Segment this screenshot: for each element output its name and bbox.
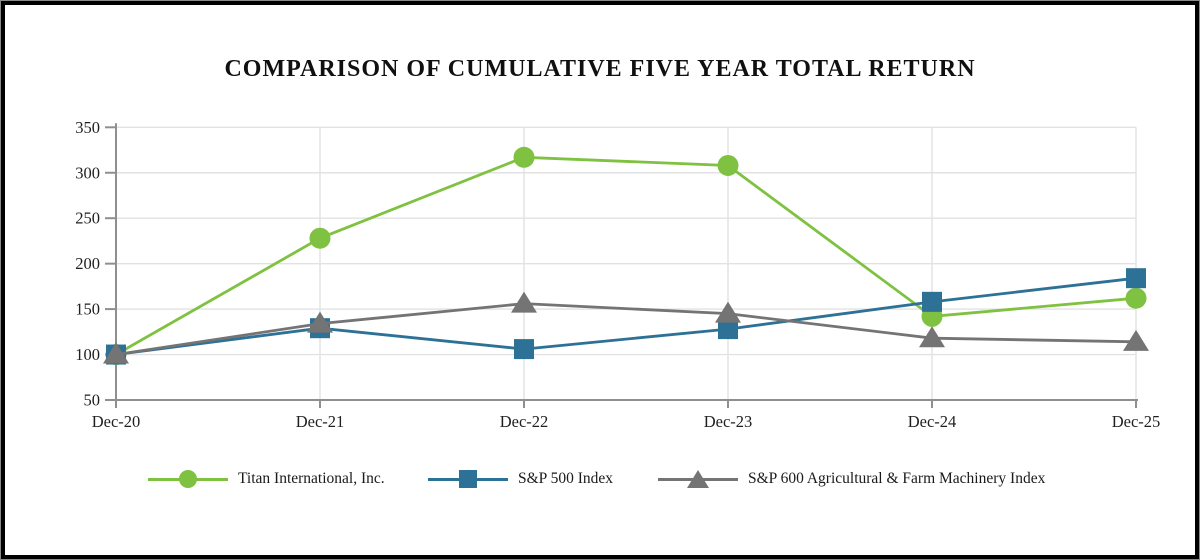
svg-text:250: 250 [75,209,100,228]
triangle-marker-icon [687,470,709,488]
svg-text:Dec-23: Dec-23 [704,412,753,431]
legend-label: S&P 600 Agricultural & Farm Machinery In… [748,470,1046,487]
legend-line [148,470,228,488]
svg-text:Dec-20: Dec-20 [92,412,141,431]
legend-label: S&P 500 Index [518,470,614,487]
legend-item-titan: Titan International, Inc. [148,462,385,496]
legend-item-sp500: S&P 500 Index [428,462,613,496]
chart-title: COMPARISON OF CUMULATIVE FIVE YEAR TOTAL… [224,56,976,82]
circle-marker-icon [179,470,197,488]
svg-text:50: 50 [84,391,101,410]
svg-text:350: 350 [75,118,100,137]
legend-line [428,470,508,488]
svg-text:Dec-22: Dec-22 [500,412,549,431]
legend-line [658,470,738,488]
legend: Titan International, Inc. S&P 500 Index … [0,462,1200,496]
legend-item-sp600ag: S&P 600 Agricultural & Farm Machinery In… [658,462,1045,496]
svg-text:300: 300 [75,163,100,182]
svg-text:Dec-25: Dec-25 [1112,412,1161,431]
legend-label: Titan International, Inc. [238,470,385,487]
svg-text:Dec-24: Dec-24 [908,412,957,431]
svg-text:150: 150 [75,300,100,319]
svg-text:200: 200 [75,254,100,273]
svg-text:100: 100 [75,345,100,364]
svg-text:Dec-21: Dec-21 [296,412,345,431]
square-marker-icon [459,470,477,488]
